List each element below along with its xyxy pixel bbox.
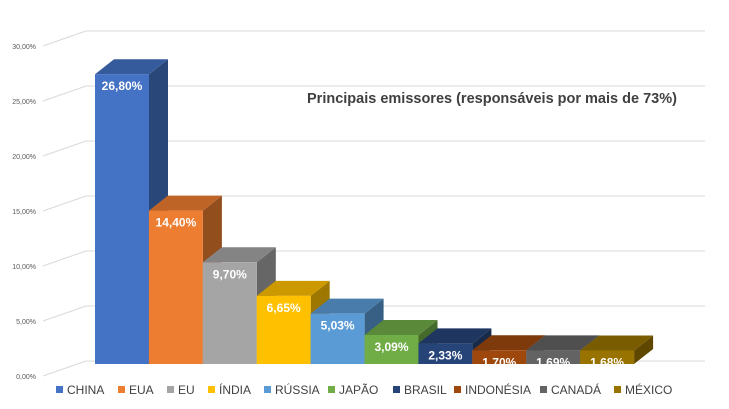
legend-item: ÍNDIA bbox=[208, 382, 251, 397]
legend-item: EU bbox=[167, 383, 195, 397]
bar-front bbox=[310, 313, 365, 364]
bar-top bbox=[310, 298, 384, 314]
bar-top bbox=[256, 280, 330, 296]
gridline-diag bbox=[42, 250, 87, 267]
y-tick-label: 20,00% bbox=[12, 154, 36, 161]
bar-front bbox=[364, 335, 419, 364]
gridline-diag bbox=[42, 360, 87, 377]
legend-label: EUA bbox=[129, 383, 154, 397]
legend-label: BRASIL bbox=[404, 383, 447, 397]
data-label: 14,40% bbox=[156, 216, 197, 230]
legend-label: JAPÃO bbox=[339, 383, 378, 397]
bar-top bbox=[472, 335, 546, 351]
gridline-diag bbox=[42, 195, 87, 212]
legend-label: CHINA bbox=[67, 383, 104, 397]
legend-item: JAPÃO bbox=[328, 383, 378, 397]
legend-swatch bbox=[118, 386, 125, 393]
legend-label: CANADÁ bbox=[551, 382, 601, 397]
bar-top bbox=[580, 335, 654, 351]
bar-top bbox=[526, 335, 600, 351]
legend-label: ÍNDIA bbox=[219, 382, 251, 397]
bar-top bbox=[95, 59, 168, 75]
legend-label: MÉXICO bbox=[625, 382, 672, 397]
bars-layer bbox=[95, 59, 654, 364]
y-tick-label: 15,00% bbox=[12, 209, 36, 216]
bar-front bbox=[472, 350, 527, 364]
legend-label: RÚSSIA bbox=[275, 382, 320, 397]
bar-front bbox=[148, 210, 203, 364]
y-tick-label: 25,00% bbox=[12, 99, 36, 106]
data-label: 26,80% bbox=[102, 79, 143, 93]
legend-swatch bbox=[393, 386, 400, 393]
legend-swatch bbox=[56, 386, 63, 393]
legend-swatch bbox=[328, 386, 335, 393]
bar-side bbox=[634, 335, 654, 364]
bar-top bbox=[148, 195, 222, 211]
legend-swatch bbox=[540, 386, 547, 393]
legend: CHINA EUA EU ÍNDIA RÚSSIA JAPÃO BRASIL INDONÉSI… bbox=[56, 382, 672, 397]
legend-label: EU bbox=[178, 383, 195, 397]
bar-front bbox=[580, 350, 635, 364]
y-tick-label: 10,00% bbox=[12, 264, 36, 271]
y-tick-label: 5,00% bbox=[16, 319, 36, 326]
data-label: 9,70% bbox=[213, 267, 247, 281]
legend-label: INDONÉSIA bbox=[465, 382, 531, 397]
legend-swatch bbox=[208, 386, 215, 393]
legend-swatch bbox=[614, 386, 621, 393]
data-label: 1,69% bbox=[536, 355, 570, 369]
chart-title: Principais emissores (responsáveis por m… bbox=[307, 91, 677, 107]
data-label: 6,65% bbox=[267, 301, 301, 315]
data-label: 1,68% bbox=[590, 356, 624, 370]
gridline-diag bbox=[42, 30, 87, 47]
bar-top bbox=[418, 328, 492, 344]
legend-item: MÉXICO bbox=[614, 382, 672, 397]
bar-front bbox=[202, 262, 257, 364]
legend-item: CHINA bbox=[56, 383, 104, 397]
data-label: 3,09% bbox=[374, 340, 408, 354]
legend-swatch bbox=[167, 386, 174, 393]
data-label: 2,33% bbox=[428, 348, 462, 362]
y-tick-label: 30,00% bbox=[12, 44, 36, 51]
legend-swatch bbox=[454, 386, 461, 393]
data-label: 1,70% bbox=[482, 355, 516, 369]
gridline-diag bbox=[42, 85, 87, 102]
bar-front bbox=[256, 295, 311, 364]
bar-front bbox=[526, 350, 581, 364]
y-tick-label: 0,00% bbox=[16, 374, 36, 381]
bar-top bbox=[364, 320, 438, 336]
bar-top bbox=[202, 247, 276, 263]
bar-front bbox=[418, 343, 473, 364]
bar-méxico bbox=[580, 335, 654, 364]
legend-item: INDONÉSIA bbox=[454, 382, 531, 397]
bar-índia bbox=[256, 280, 330, 364]
bar-front bbox=[95, 74, 149, 364]
data-label: 5,03% bbox=[321, 319, 355, 333]
gridline-diag bbox=[42, 305, 87, 322]
legend-swatch bbox=[264, 386, 271, 393]
legend-item: CANADÁ bbox=[540, 382, 601, 397]
gridline-diag bbox=[42, 140, 87, 157]
data-labels-layer: 26,80% 14,40% 9,70% 6,65% 5,03% 3,09% 2,33% 1,7… bbox=[102, 79, 625, 369]
legend-item: EUA bbox=[118, 383, 154, 397]
legend-item: BRASIL bbox=[393, 383, 447, 397]
y-axis: 0,00% 5,00% 10,00% 15,00% 20,00% 25,00% 30,00% bbox=[12, 44, 36, 381]
legend-item: RÚSSIA bbox=[264, 382, 320, 397]
